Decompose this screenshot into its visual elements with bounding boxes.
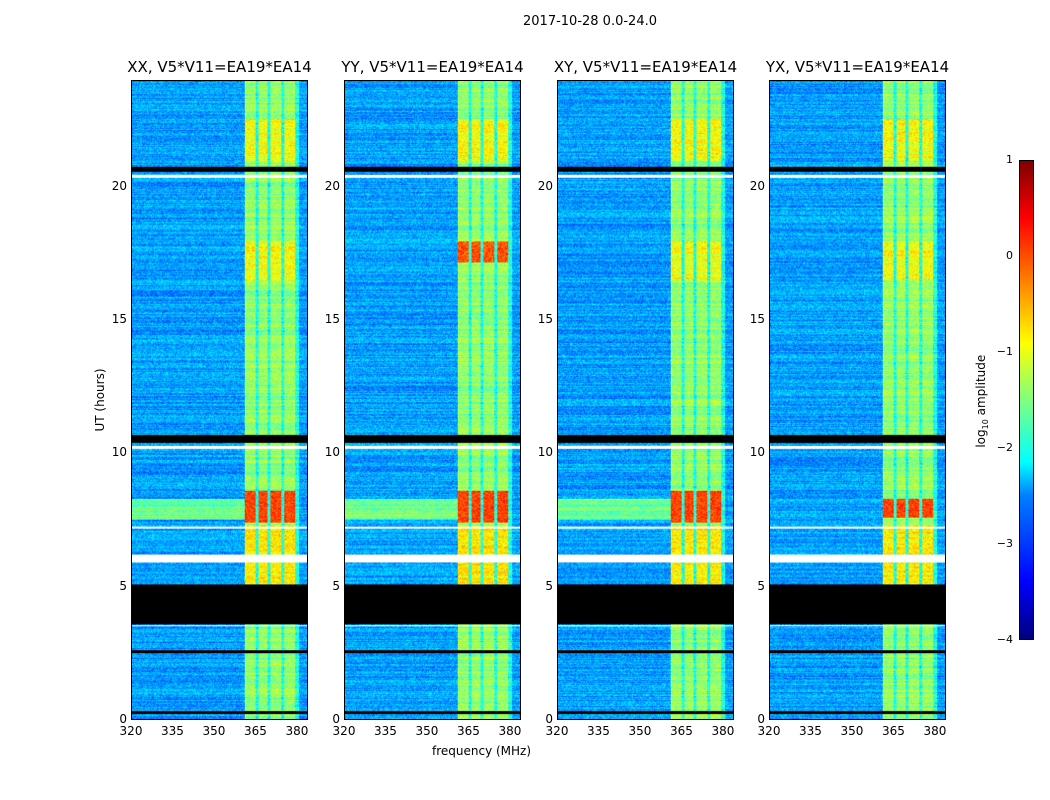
spectrogram-panel [131,80,308,720]
colorbar-label: log10 amplitude [973,354,991,448]
y-tick-label: 0 [545,712,553,726]
x-tick-label: 350 [628,724,652,738]
x-axis-label: frequency (MHz) [432,744,532,758]
colorbar-tick-label: 0 [1006,249,1013,262]
y-tick-label: 0 [119,712,127,726]
colorbar-tick-label: −3 [996,537,1013,550]
y-tick-label: 15 [749,312,765,326]
x-tick-label: 380 [923,724,947,738]
x-tick-label: 365 [670,724,693,738]
spectrogram-panel [769,80,946,720]
x-tick-label: 365 [244,724,267,738]
y-tick-label: 15 [324,312,340,326]
colorbar-tick-label: −1 [996,345,1013,358]
y-tick-label: 10 [111,445,127,460]
y-tick-label: 0 [332,712,340,726]
spectrogram-panel [344,80,521,720]
x-tick-label: 335 [799,724,822,738]
panel-title: XX, V5*V11=EA19*EA14 [127,58,312,76]
y-tick-label: 20 [324,178,340,193]
y-tick-label: 10 [537,445,553,460]
x-tick-label: 350 [840,724,864,738]
spectrogram-panel [557,80,734,720]
x-tick-label: 320 [545,724,569,738]
x-tick-label: 335 [374,724,397,738]
y-axis-label: UT (hours) [93,368,107,432]
x-tick-label: 365 [882,724,905,738]
colorbar [1019,160,1034,640]
x-tick-label: 380 [498,724,522,738]
colorbar-tick-label: −4 [996,633,1013,646]
y-tick-label: 0 [757,712,765,726]
x-tick-label: 350 [415,724,439,738]
y-tick-label: 5 [119,578,127,593]
y-tick-label: 10 [749,445,765,460]
colorbar-tick-label: 1 [1006,153,1013,166]
y-tick-label: 15 [111,312,127,326]
figure-title: 2017-10-28 0.0-24.0 [523,14,657,29]
panel-title: YY, V5*V11=EA19*EA14 [341,58,524,76]
colorbar-tick-label: −2 [996,441,1013,454]
y-tick-label: 20 [749,178,765,193]
x-tick-label: 335 [161,724,184,738]
y-tick-label: 15 [537,312,553,326]
panel-title: YX, V5*V11=EA19*EA14 [765,58,950,76]
x-tick-label: 320 [119,724,143,738]
x-tick-label: 380 [711,724,735,738]
y-tick-label: 10 [324,445,340,460]
x-tick-label: 380 [285,724,309,738]
y-tick-label: 5 [757,578,765,593]
x-tick-label: 365 [457,724,480,738]
x-tick-label: 350 [202,724,226,738]
y-tick-label: 20 [111,178,127,193]
y-tick-label: 5 [332,578,340,593]
y-tick-label: 20 [537,178,553,193]
x-tick-label: 335 [587,724,610,738]
y-tick-label: 5 [545,578,553,593]
panel-title: XY, V5*V11=EA19*EA14 [553,58,738,76]
x-tick-label: 320 [757,724,781,738]
x-tick-label: 320 [332,724,356,738]
